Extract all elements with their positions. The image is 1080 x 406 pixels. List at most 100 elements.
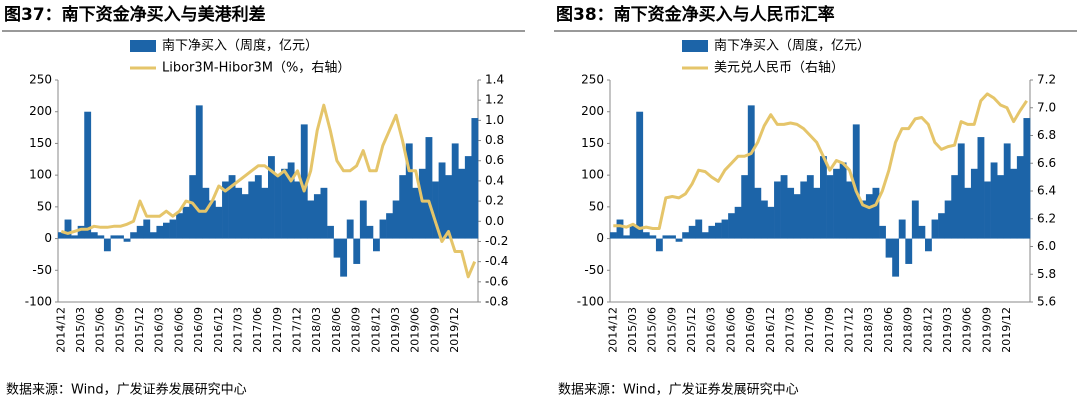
bar (405, 143, 413, 239)
x-tick-label: 2018/12 (921, 307, 934, 353)
bar (767, 206, 775, 239)
bar (117, 235, 124, 239)
bar (169, 219, 177, 239)
bar (333, 238, 341, 258)
bar (327, 225, 334, 239)
x-tick-label: 2017/09 (271, 307, 284, 353)
bar (90, 232, 98, 239)
bar (445, 175, 453, 239)
bar (176, 213, 183, 239)
y-tick-label: 150 (581, 136, 604, 150)
bar (386, 213, 393, 239)
bar (432, 181, 439, 239)
bar (813, 187, 821, 239)
bar (208, 200, 216, 239)
bar (392, 200, 400, 239)
bar (859, 200, 867, 239)
bar (951, 175, 959, 239)
x-tick-label: 2018/12 (369, 307, 382, 353)
x-tick-label: 2016/09 (192, 307, 205, 353)
y2-tick-label: 0.8 (485, 133, 504, 147)
bar (464, 156, 472, 239)
bar (990, 162, 998, 239)
bar (964, 187, 972, 239)
x-tick-label: 2018/09 (350, 307, 363, 353)
x-tick-label: 2016/09 (744, 307, 757, 353)
bar (984, 181, 991, 239)
bar (905, 238, 913, 264)
bar (708, 225, 716, 239)
bar (268, 156, 275, 239)
bar (241, 194, 249, 239)
bar (195, 105, 203, 239)
bar (610, 232, 617, 239)
y-tick-label: 100 (581, 168, 604, 182)
y-tick-label: 0 (596, 231, 604, 245)
y2-tick-label: 6.0 (1037, 239, 1056, 253)
y2-tick-label: 6.8 (1037, 128, 1056, 142)
bar (629, 225, 637, 239)
bar (695, 219, 703, 239)
x-tick-label: 2019/09 (980, 307, 993, 353)
x-tick-label: 2016/12 (764, 307, 777, 353)
x-tick-label: 2016/03 (153, 307, 166, 353)
bar (997, 175, 1005, 239)
bar (346, 219, 354, 239)
legend-swatch (130, 40, 156, 52)
bar (918, 225, 926, 239)
y-tick-label: -50 (32, 263, 52, 277)
bar (734, 206, 742, 239)
bar (103, 238, 111, 252)
x-tick-label: 2019/03 (389, 307, 402, 353)
bar (215, 206, 223, 239)
x-tick-label: 2018/09 (902, 307, 915, 353)
x-tick-label: 2018/06 (882, 307, 895, 353)
bar (248, 181, 256, 239)
y2-tick-label: 6.2 (1037, 211, 1056, 225)
bar (425, 137, 433, 239)
bar (977, 137, 985, 239)
line (613, 92, 1028, 230)
bar (760, 200, 768, 239)
x-tick-label: 2019/12 (448, 307, 461, 353)
y-tick-label: -100 (25, 295, 52, 309)
x-tick-label: 2018/03 (862, 307, 875, 353)
y-tick-label: 150 (29, 136, 52, 150)
bar (846, 181, 854, 239)
x-tick-label: 2019/06 (961, 307, 974, 353)
y2-tick-label: -0.8 (485, 295, 508, 309)
bar (149, 232, 157, 239)
y2-tick-label: 0.6 (485, 153, 504, 167)
y2-tick-label: -0.6 (485, 274, 508, 288)
bar (412, 187, 420, 239)
bar (649, 235, 657, 239)
y-tick-label: -100 (577, 295, 604, 309)
y2-tick-label: 6.6 (1037, 156, 1056, 170)
bar (359, 200, 367, 239)
bar (58, 232, 65, 239)
x-tick-label: 2015/06 (646, 307, 659, 353)
bar (320, 187, 328, 239)
bar (64, 219, 72, 239)
y-tick-label: 50 (589, 199, 604, 213)
x-tick-label: 2019/06 (409, 307, 422, 353)
bar (872, 187, 880, 239)
y-tick-label: 50 (37, 199, 52, 213)
source: 数据来源：Wind，广发证券发展研究中心 (6, 382, 247, 398)
bar (313, 194, 321, 239)
bar (163, 222, 170, 239)
bar (300, 124, 308, 239)
bar (662, 235, 670, 239)
bar (451, 143, 459, 239)
bar (340, 238, 348, 277)
bar (944, 200, 952, 239)
bar (373, 238, 380, 252)
bar (820, 156, 827, 239)
x-tick-label: 2015/03 (74, 307, 87, 353)
bar (123, 238, 131, 242)
bar (182, 206, 190, 239)
bar (471, 118, 479, 239)
x-tick-label: 2016/12 (212, 307, 225, 353)
bar (235, 187, 243, 239)
